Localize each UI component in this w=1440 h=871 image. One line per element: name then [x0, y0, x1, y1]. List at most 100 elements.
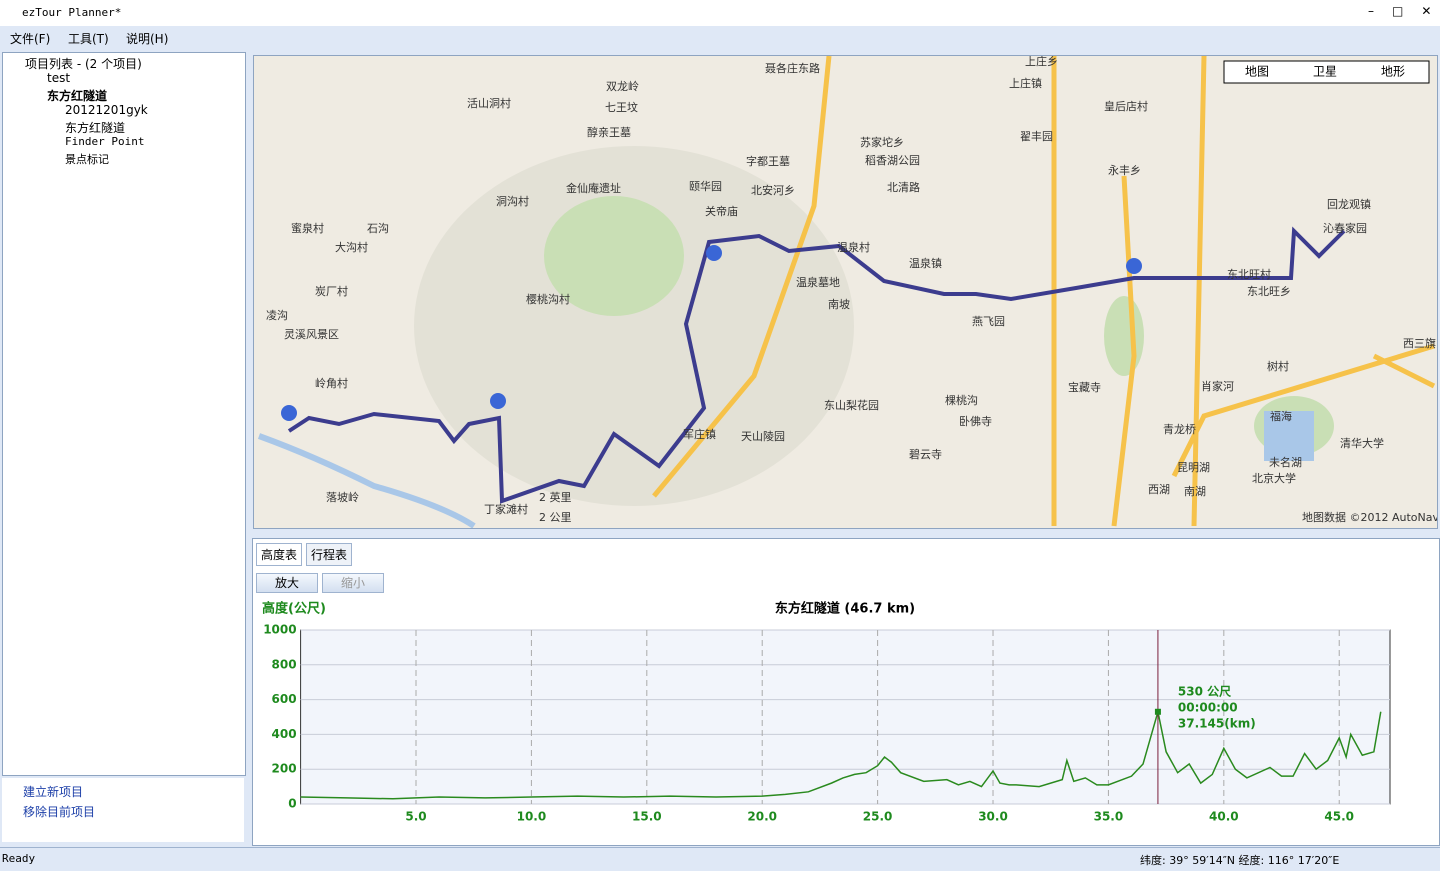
tab[interactable]: 高度表: [256, 543, 303, 566]
map-label: 温泉墓地: [796, 275, 840, 289]
map-label: 岭角村: [315, 376, 348, 390]
map-label: 青龙桥: [1163, 423, 1196, 436]
plot-area: [300, 629, 1391, 805]
toolbar: [264, 66, 424, 121]
map-label: 蜜泉村: [291, 221, 324, 235]
x-tick-label: 30.0: [978, 810, 1008, 824]
map-label: 颐华园: [689, 179, 722, 193]
map-type[interactable]: 地形: [1381, 65, 1405, 79]
elevation-line: [300, 711, 1382, 800]
tab[interactable]: 行程表: [306, 543, 353, 566]
map-label: 稻香湖公园: [865, 154, 920, 167]
map-label: 上庄乡: [1025, 55, 1058, 68]
tree-item[interactable]: Finder Point: [65, 135, 145, 148]
x-tick-label: 5.0: [405, 810, 426, 824]
link-panel: 建立新项目移除目前项目: [2, 778, 244, 842]
map-label: 南湖: [1184, 485, 1206, 498]
map-label: 樱桃沟村: [526, 292, 570, 306]
river: [257, 433, 476, 528]
map-label: 未名湖: [1269, 455, 1302, 469]
map-label: 大沟村: [335, 240, 368, 254]
map-label: 北清路: [887, 181, 920, 194]
y-tick-label: 200: [272, 762, 297, 776]
map-label: 沁春家园: [1323, 221, 1367, 235]
map-label: 地图数据 ©2012 AutoNavi, Google: [1302, 510, 1438, 524]
map-label: 棵桃沟: [945, 393, 978, 407]
cursor-annotation: 530 公尺: [1178, 685, 1231, 699]
map-label: 落坡岭: [326, 490, 359, 504]
map-label: 字都王墓: [746, 154, 790, 168]
zoom-button[interactable]: 放大: [256, 573, 318, 593]
map-label: 翟丰园: [1020, 130, 1053, 143]
map-label: 石沟: [367, 222, 389, 235]
menu-item[interactable]: 文件(F): [10, 32, 51, 46]
lake: [1264, 411, 1314, 461]
map-label: 2 公里: [539, 511, 572, 524]
elevation-chart: 东方红隧道 (46.7 km) 高度(公尺) 0 200 400 600 800 1000 5.…: [262, 601, 1391, 824]
tree-item[interactable]: 东方红隧道: [47, 89, 108, 103]
link[interactable]: 建立新项目: [23, 785, 84, 799]
map-label: 东北旺乡: [1247, 285, 1291, 298]
y-axis-label: 高度(公尺): [262, 601, 326, 617]
zoom-button[interactable]: 缩小: [322, 573, 384, 593]
y-tick-label: 800: [272, 657, 297, 671]
map-label: 东北旺村: [1227, 267, 1271, 281]
map-label: 天山陵园: [741, 430, 785, 443]
x-tick-label: 25.0: [863, 810, 893, 824]
window-controls[interactable]: –□✕: [1368, 4, 1431, 18]
park: [1104, 296, 1144, 376]
map-label: 温泉镇: [909, 256, 942, 270]
menu-item[interactable]: 说明(H): [126, 32, 169, 46]
y-tick-label: 1000: [263, 623, 296, 637]
menu-bar: 文件(F) 工具(T) 说明(H): [0, 26, 1440, 50]
tree-item[interactable]: 20121201gyk: [65, 103, 148, 117]
y-tick-label: 400: [272, 727, 297, 741]
chart-title: 东方红隧道 (46.7 km): [775, 601, 915, 617]
link[interactable]: 移除目前项目: [23, 805, 96, 819]
map-label: 永丰乡: [1108, 163, 1141, 177]
cursor-annotation: 00:00:00: [1178, 701, 1238, 715]
map-label: 昆明湖: [1177, 461, 1210, 474]
map-label: 西湖: [1148, 483, 1170, 496]
x-tick-label: 10.0: [517, 810, 547, 824]
map-label: 凌沟: [266, 308, 288, 322]
title-bar: ezTour Planner* –□✕: [0, 0, 1440, 26]
map-label: 关帝庙: [705, 204, 738, 218]
map-label: 2 英里: [539, 490, 572, 504]
map-label: 军庄镇: [683, 427, 716, 441]
map-type[interactable]: 地图: [1245, 65, 1269, 79]
map-label: 燕飞园: [972, 315, 1005, 328]
window-title: ezTour Planner*: [22, 6, 122, 19]
markers: [281, 245, 1142, 421]
status-bar: Ready 纬度: 39° 59′14″N 经度: 116° 17′20″E: [0, 847, 1440, 871]
tree-root: 项目列表 - (2 个项目): [25, 57, 142, 71]
tree-item[interactable]: 东方红隧道: [65, 121, 126, 135]
tree-item[interactable]: test: [47, 71, 71, 85]
map-label: 回龙观镇: [1327, 197, 1371, 211]
map-label: 金仙庵遗址: [566, 181, 621, 195]
x-tick-label: 40.0: [1209, 810, 1239, 824]
tree-item[interactable]: 景点标记: [65, 153, 109, 166]
menu-item[interactable]: 工具(T): [68, 32, 109, 46]
y-tick-label: 600: [272, 692, 297, 706]
map-label: 七王坟: [605, 100, 638, 114]
route: [287, 226, 1346, 504]
map-type[interactable]: 卫星: [1313, 65, 1337, 79]
map-label: 肖家河: [1201, 379, 1234, 393]
x-tick-label: 20.0: [747, 810, 777, 824]
map-label: 北京大学: [1252, 471, 1296, 485]
status-text: Ready: [2, 852, 36, 865]
map-type-bar: [1223, 60, 1430, 84]
map-label: 西三旗: [1403, 336, 1436, 350]
x-tick-label: 15.0: [632, 810, 662, 824]
map-label: 北安河乡: [751, 183, 795, 197]
map-label: 上庄镇: [1009, 76, 1042, 90]
tree-panel: 项目列表 - (2 个项目) test 东方红隧道 20121201gyk 东方红隧道 F…: [2, 52, 246, 776]
map-label: 洞沟村: [496, 194, 529, 208]
map-label: 南坡: [828, 298, 850, 311]
park: [544, 196, 684, 316]
coordinates: 纬度: 39° 59′14″N 经度: 116° 17′20″E: [1140, 854, 1340, 867]
map-label: 丁家滩村: [484, 502, 528, 516]
map-label: 福海: [1270, 409, 1292, 423]
